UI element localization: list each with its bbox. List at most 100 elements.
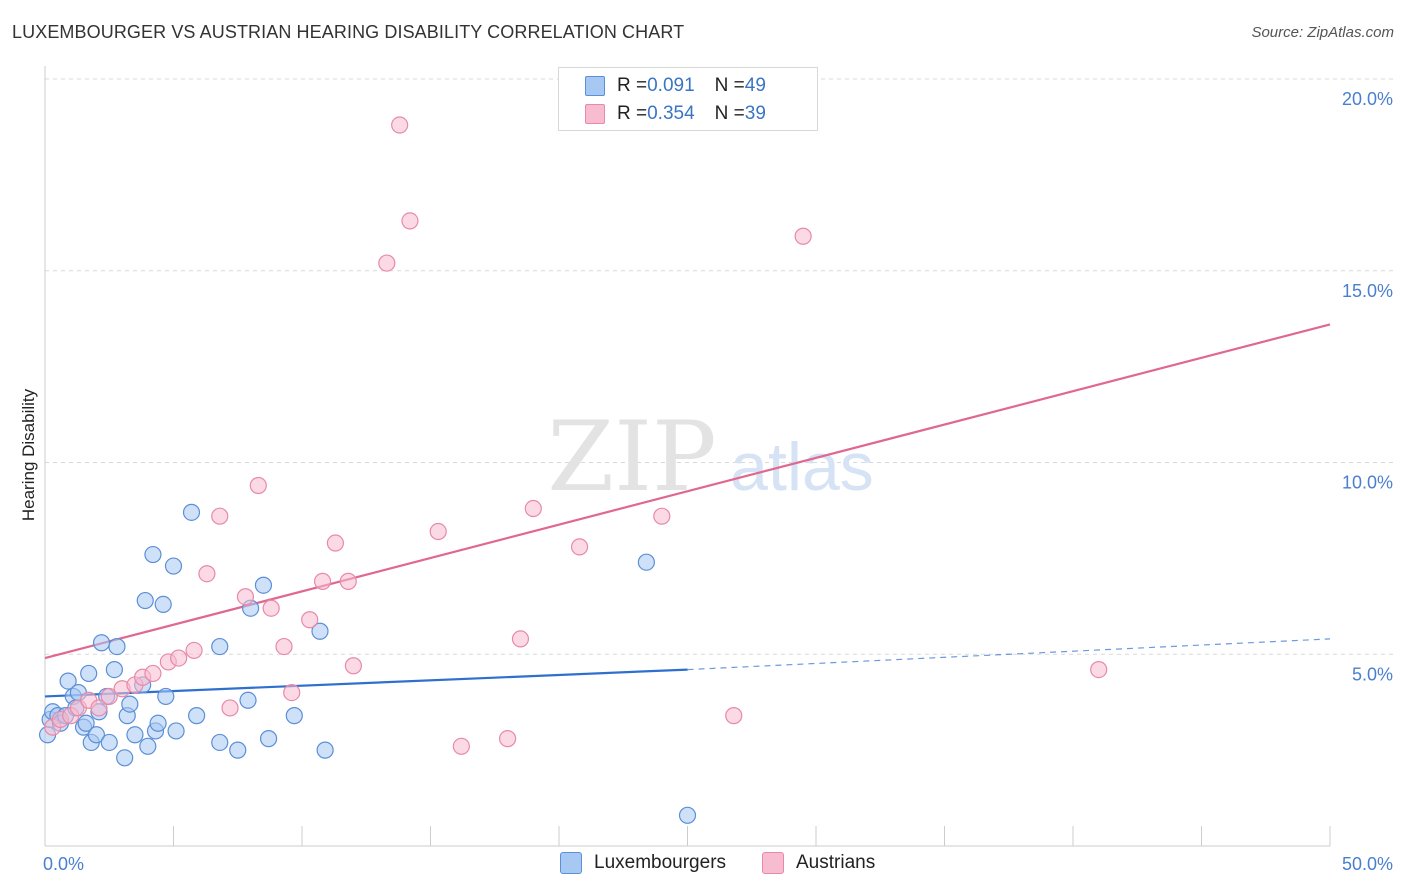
y-tick-label: 10.0% bbox=[1342, 473, 1393, 493]
austrian-point bbox=[1090, 660, 1108, 679]
legend-n-label: N = bbox=[714, 103, 745, 124]
data-points bbox=[38, 116, 1108, 824]
austrian-point bbox=[211, 507, 229, 525]
luxembourger-point bbox=[100, 733, 118, 752]
austrian-point bbox=[524, 499, 542, 518]
austrian-point bbox=[236, 588, 255, 606]
luxembourger-point bbox=[164, 557, 183, 575]
legend-r-value: 0.091 bbox=[647, 75, 695, 96]
luxembourger-point bbox=[188, 707, 206, 725]
y-tick-label: 15.0% bbox=[1342, 281, 1393, 301]
austrian-point bbox=[100, 687, 118, 706]
luxembourger-point bbox=[121, 695, 139, 713]
series-legend: Luxembourgers Austrians bbox=[0, 852, 1406, 878]
y-axis-label: Hearing Disability bbox=[19, 388, 38, 521]
luxembourger-point bbox=[167, 722, 185, 740]
austrian-trend-line bbox=[44, 323, 1331, 660]
y-tick-label: 5.0% bbox=[1352, 664, 1393, 684]
austrian-point bbox=[221, 699, 239, 717]
austrian-point bbox=[344, 657, 362, 675]
luxembourger-point bbox=[77, 714, 95, 732]
luxembourger-point bbox=[311, 622, 329, 640]
x-tick-label: 0.0% bbox=[43, 854, 84, 874]
austrian-point bbox=[170, 649, 188, 667]
austrian-point bbox=[429, 522, 447, 541]
legend-swatch-blue bbox=[560, 852, 582, 874]
legend-r-label: R = bbox=[617, 103, 648, 124]
legend-r-value: 0.354 bbox=[647, 103, 695, 124]
austrian-point bbox=[378, 254, 396, 272]
legend-item-austrians: Austrians bbox=[762, 852, 875, 874]
austrian-point bbox=[339, 572, 357, 590]
chart-title: LUXEMBOURGER VS AUSTRIAN HEARING DISABIL… bbox=[12, 22, 685, 42]
luxembourger-point bbox=[285, 707, 303, 725]
watermark-atlas: atlas bbox=[730, 429, 874, 505]
legend-r-label: R = bbox=[617, 75, 648, 96]
luxembourger-point bbox=[144, 545, 162, 564]
austrian-point bbox=[570, 538, 589, 556]
luxembourger-point bbox=[211, 733, 229, 752]
luxembourger-point bbox=[229, 741, 247, 759]
x-tick-label: 50.0% bbox=[1342, 854, 1393, 874]
austrian-point bbox=[452, 737, 470, 755]
austrian-point bbox=[653, 507, 671, 525]
luxembourger-point bbox=[316, 741, 334, 759]
luxembourger-point bbox=[126, 726, 144, 744]
legend-label-austrians: Austrians bbox=[796, 852, 876, 873]
luxembourger-point bbox=[637, 553, 655, 571]
austrian-point bbox=[283, 683, 301, 702]
austrian-point bbox=[301, 611, 319, 629]
austrian-point bbox=[391, 116, 409, 134]
austrian-point bbox=[499, 730, 517, 748]
legend-label-luxembourgers: Luxembourgers bbox=[594, 852, 727, 873]
austrian-point bbox=[401, 212, 419, 230]
austrian-point bbox=[313, 572, 332, 590]
legend-n-value: 49 bbox=[744, 75, 766, 96]
luxembourger-point bbox=[139, 737, 157, 755]
legend-swatch-pink bbox=[762, 852, 784, 874]
austrian-point bbox=[794, 227, 812, 245]
legend-n-value: 39 bbox=[744, 103, 766, 124]
stats-legend: R = 0.091 N = 49 R = 0.354 N = 39 bbox=[558, 67, 818, 131]
legend-row-austrians: R = 0.354 N = 39 bbox=[585, 101, 766, 127]
tick-labels: 5.0% 10.0% 15.0% 20.0% 0.0% 50.0% bbox=[43, 89, 1393, 874]
luxembourger-point bbox=[149, 714, 167, 732]
luxembourger-point bbox=[678, 806, 697, 824]
luxembourger-point bbox=[239, 691, 257, 709]
grid-lines bbox=[45, 78, 1395, 655]
luxembourger-point bbox=[136, 591, 154, 610]
luxembourger-point bbox=[92, 634, 111, 652]
luxembourger-trend-line bbox=[44, 668, 688, 698]
legend-n-label: N = bbox=[714, 75, 745, 96]
legend-swatch-pink bbox=[585, 104, 605, 124]
austrian-point bbox=[725, 707, 743, 725]
austrian-point bbox=[511, 630, 530, 648]
legend-item-luxembourgers: Luxembourgers bbox=[560, 852, 726, 874]
luxembourger-point bbox=[87, 726, 106, 744]
legend-swatch-blue bbox=[585, 76, 605, 96]
luxembourger-point bbox=[154, 595, 172, 613]
luxembourger-point bbox=[108, 637, 126, 656]
austrian-point bbox=[90, 699, 108, 717]
luxembourger-point bbox=[211, 637, 229, 656]
luxembourger-point bbox=[80, 664, 98, 683]
luxembourger-point bbox=[157, 687, 175, 706]
trend-lines bbox=[44, 323, 1331, 698]
luxembourger-point bbox=[182, 503, 201, 521]
luxembourger-trend-line-extension bbox=[687, 638, 1331, 671]
austrian-point bbox=[262, 599, 280, 617]
austrian-point bbox=[249, 476, 267, 495]
austrian-point bbox=[198, 565, 216, 583]
source-credit: Source: ZipAtlas.com bbox=[1251, 24, 1394, 41]
luxembourger-point bbox=[259, 730, 278, 748]
austrian-point bbox=[326, 534, 345, 552]
legend-row-luxembourgers: R = 0.091 N = 49 bbox=[585, 73, 766, 99]
austrian-point bbox=[144, 664, 162, 683]
luxembourger-point bbox=[116, 749, 134, 767]
luxembourger-point bbox=[105, 660, 123, 679]
luxembourger-point bbox=[59, 672, 77, 690]
austrian-point bbox=[275, 637, 293, 656]
luxembourger-point bbox=[254, 576, 273, 594]
y-tick-label: 20.0% bbox=[1342, 89, 1393, 109]
